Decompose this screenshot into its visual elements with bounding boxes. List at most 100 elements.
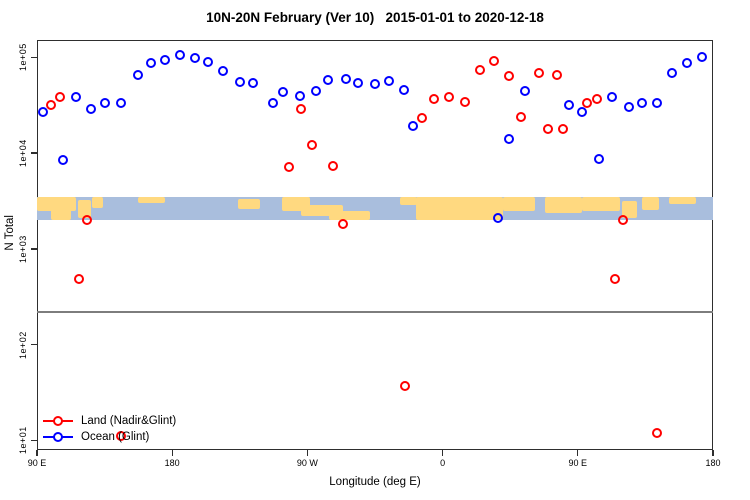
map-land-patch: [621, 201, 638, 218]
data-point-ocean: [234, 77, 245, 88]
world-map-strip: [37, 196, 713, 220]
data-point-land: [327, 161, 338, 172]
data-point-land: [475, 65, 486, 76]
data-point-ocean: [294, 91, 305, 102]
map-land-patch: [400, 196, 417, 205]
x-tick-mark: [306, 450, 309, 456]
map-land-patch: [642, 196, 659, 210]
data-point-land: [338, 219, 349, 230]
data-point-ocean: [593, 153, 604, 164]
data-point-land: [54, 92, 65, 103]
data-point-ocean: [682, 58, 693, 69]
data-point-land: [443, 92, 454, 103]
data-point-ocean: [278, 87, 289, 98]
data-point-ocean: [203, 57, 214, 68]
x-axis-label: Longitude (deg E): [329, 476, 421, 488]
data-point-ocean: [637, 98, 648, 109]
y-tick-label: 1e+02: [18, 330, 28, 359]
data-point-land: [617, 214, 628, 225]
data-point-land: [488, 56, 499, 67]
threshold-line: [37, 310, 713, 313]
legend-item: Ocean (Glint): [43, 430, 149, 444]
data-point-land: [503, 71, 514, 82]
y-tick-label: 1e+05: [18, 43, 28, 72]
x-tick-mark: [441, 450, 444, 456]
legend-circle-symbol: [53, 432, 63, 442]
x-tick-label: 180: [164, 458, 180, 468]
map-land-patch: [77, 200, 92, 218]
data-point-land: [400, 380, 411, 391]
data-point-ocean: [383, 76, 394, 87]
data-point-ocean: [370, 79, 380, 90]
data-point-land: [45, 99, 56, 110]
x-tick-mark: [36, 450, 38, 456]
y-tick-mark: [31, 439, 37, 442]
data-point-land: [81, 214, 92, 225]
data-point-ocean: [116, 98, 127, 109]
data-point-land: [74, 273, 85, 284]
map-land-patch: [503, 196, 536, 211]
data-point-ocean: [267, 98, 278, 109]
data-point-ocean: [623, 102, 634, 113]
data-point-ocean: [398, 84, 409, 95]
data-point-ocean: [563, 99, 574, 110]
x-tick-label: 90 E: [568, 458, 588, 468]
map-land-patch: [300, 204, 343, 217]
data-point-ocean: [652, 98, 663, 109]
data-point-ocean: [577, 106, 588, 117]
legend-label: Ocean (Glint): [81, 431, 150, 443]
x-tick-mark: [577, 450, 579, 456]
data-point-land: [460, 97, 471, 108]
data-point-land: [306, 140, 317, 151]
data-point-ocean: [341, 74, 352, 85]
map-land-patch: [238, 199, 261, 210]
y-tick-mark: [31, 56, 37, 58]
data-point-ocean: [174, 50, 185, 61]
data-point-ocean: [189, 53, 200, 64]
y-tick-label: 1e+04: [18, 139, 28, 167]
data-point-ocean: [86, 103, 97, 114]
chart-title: 10N-20N February (Ver 10) 2015-01-01 to …: [206, 10, 544, 25]
data-point-ocean: [159, 55, 170, 66]
x-tick-mark: [712, 450, 714, 456]
map-land-patch: [37, 196, 77, 212]
data-point-land: [610, 273, 621, 284]
map-land-patch: [329, 210, 370, 220]
data-point-ocean: [146, 58, 157, 69]
data-point-land: [551, 69, 562, 80]
map-land-patch: [92, 196, 103, 209]
data-point-ocean: [503, 134, 514, 145]
data-point-ocean: [407, 121, 418, 132]
data-point-land: [652, 427, 663, 438]
data-point-land: [116, 431, 127, 442]
legend-line-symbol: [43, 416, 73, 426]
data-point-ocean: [248, 77, 259, 88]
map-land-patch: [669, 196, 697, 204]
data-point-ocean: [353, 77, 364, 88]
data-point-land: [557, 123, 568, 134]
y-tick-mark: [31, 152, 37, 154]
legend-circle-symbol: [53, 416, 63, 426]
x-tick-label: 0: [440, 458, 446, 468]
data-point-ocean: [132, 70, 143, 81]
legend-item: Land (Nadir&Glint): [43, 414, 176, 428]
data-point-land: [533, 68, 544, 79]
data-point-ocean: [667, 68, 678, 79]
data-point-land: [416, 113, 427, 124]
data-point-ocean: [71, 92, 82, 103]
x-tick-label: 180: [705, 458, 721, 468]
data-point-land: [581, 98, 592, 109]
x-tick-label: 90 W: [296, 458, 318, 468]
data-point-ocean: [218, 66, 229, 77]
data-point-ocean: [493, 212, 504, 223]
x-tick-label: 90 E: [27, 458, 47, 468]
data-point-ocean: [38, 106, 48, 117]
map-land-patch: [545, 196, 582, 214]
data-point-land: [428, 93, 439, 104]
map-land-patch: [581, 196, 620, 211]
data-point-ocean: [323, 74, 334, 85]
data-point-ocean: [697, 52, 708, 63]
y-axis-label: N Total: [4, 215, 16, 251]
data-point-ocean: [57, 154, 68, 165]
